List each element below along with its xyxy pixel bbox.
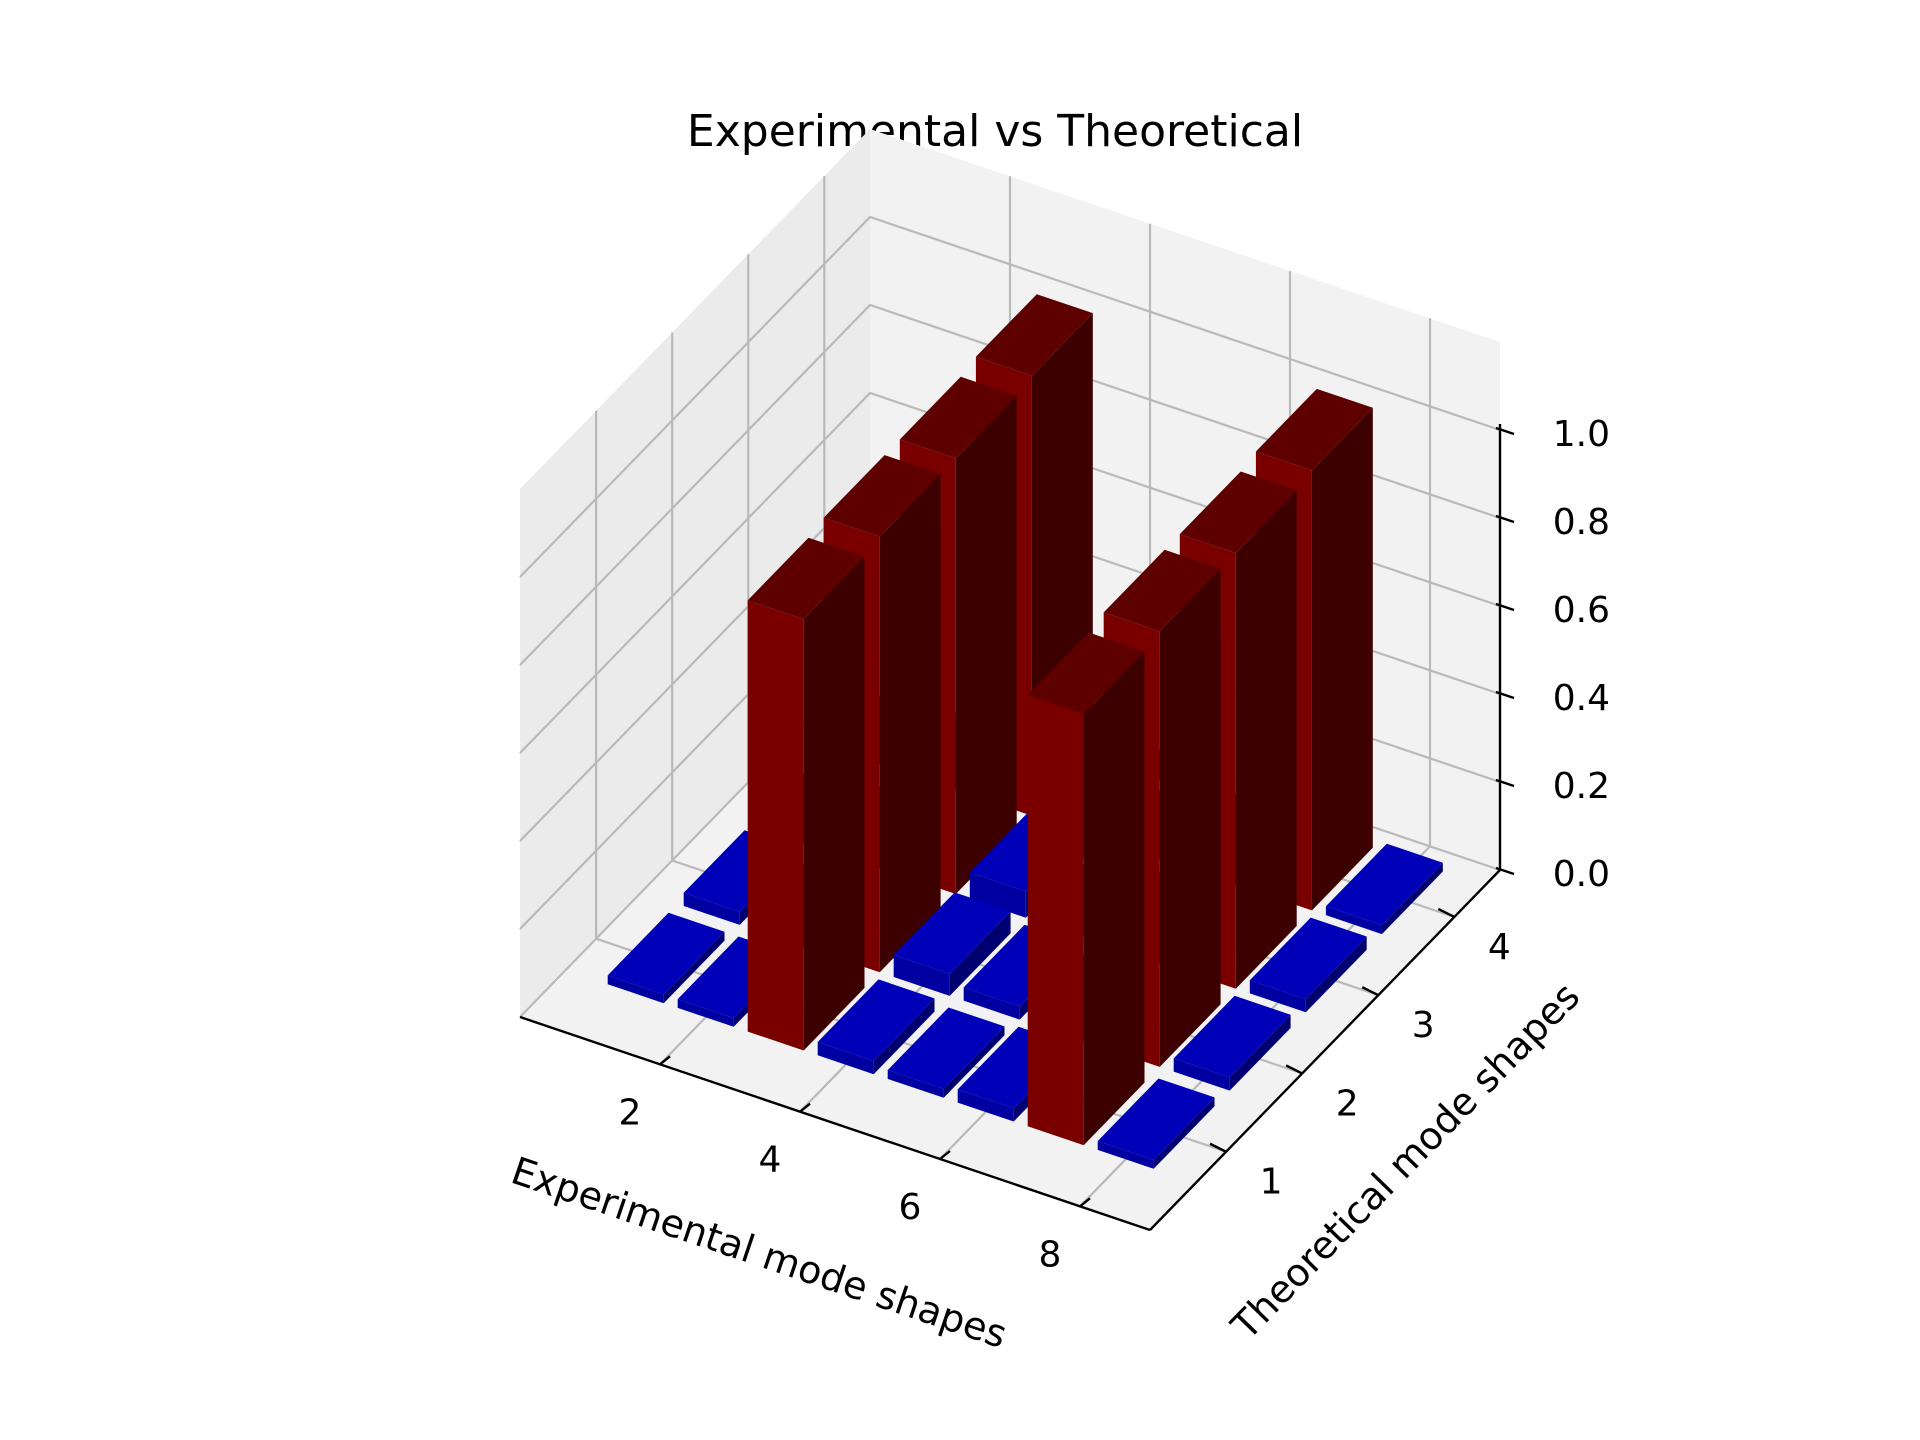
bar-side-face — [1381, 862, 1443, 935]
bar-top-face — [823, 455, 941, 537]
bar — [893, 892, 1011, 996]
axes-lines — [519, 424, 1502, 1232]
bar-top-face — [817, 979, 935, 1061]
bar-front-face — [1249, 980, 1306, 1013]
bar-top-face — [1255, 388, 1373, 471]
z-tick-label: 0.6 — [1553, 590, 1610, 631]
bar-top-face — [899, 376, 1017, 459]
bar — [747, 537, 865, 1051]
bar-front-face — [893, 955, 950, 996]
bar-front-face — [1097, 1141, 1154, 1169]
x-tick-label: 8 — [1039, 1234, 1062, 1275]
y-tick-label: 2 — [1336, 1083, 1359, 1124]
x-axis-line — [519, 1015, 1151, 1232]
bar-front-face — [1173, 1058, 1230, 1091]
x-tick-mark — [799, 1102, 811, 1113]
bar — [1325, 843, 1443, 935]
bar-top-face — [1179, 471, 1297, 554]
x-tick-label: 2 — [619, 1092, 642, 1133]
y-tick-mark — [1209, 1142, 1227, 1153]
bar-side-face — [879, 474, 941, 973]
y-axis-line — [1149, 869, 1501, 1231]
y-tick-mark — [1437, 907, 1455, 919]
bar-side-face — [1159, 568, 1221, 1067]
bar-side-face — [663, 931, 725, 1004]
bar-side-face — [1153, 1097, 1215, 1169]
bar-side-face — [1083, 651, 1145, 1146]
bar-side-face — [873, 998, 935, 1075]
bar — [887, 1007, 1005, 1098]
z-tick-mark — [1495, 426, 1515, 436]
bar-top-face — [975, 294, 1093, 376]
y-tick-label: 3 — [1412, 1005, 1435, 1046]
bar-front-face — [887, 1070, 944, 1098]
chart-title: Experimental vs Theoretical — [687, 106, 1303, 157]
y-tick-label: 1 — [1260, 1162, 1283, 1203]
bar-top-face — [747, 537, 865, 620]
z-tick-mark — [1495, 866, 1515, 876]
tick-labels: 2 4 6 8 1 2 3 4 0.0 0.2 0.4 0.6 0.8 1.0 — [619, 414, 1610, 1275]
bar — [1249, 917, 1367, 1013]
bar-top-face — [1103, 549, 1221, 632]
bar-top-face — [893, 892, 1011, 974]
bar-top-face — [1027, 632, 1145, 714]
y-tick-mark — [1361, 986, 1379, 997]
z-tick-label: 0.0 — [1553, 854, 1610, 895]
bar-front-face — [1027, 695, 1084, 1146]
z-tick-mark — [1495, 514, 1515, 524]
bar-side-face — [955, 395, 1017, 894]
bar-front-face — [963, 987, 1020, 1020]
bar-front-face — [677, 999, 734, 1027]
z-tick-mark — [1495, 602, 1515, 612]
y-tick-label: 4 — [1488, 927, 1511, 968]
bar-side-face — [949, 911, 1011, 996]
bar-front-face — [607, 975, 664, 1004]
z-tick-label: 1.0 — [1553, 414, 1610, 455]
x-tick-mark — [659, 1055, 671, 1066]
bar-front-face — [747, 600, 804, 1051]
bar-side-face — [1305, 936, 1367, 1013]
bar — [1173, 995, 1291, 1091]
z-tick-mark — [1495, 690, 1515, 700]
bar-top-face — [1173, 995, 1291, 1078]
bar-side-face — [943, 1026, 1005, 1098]
bar — [817, 979, 935, 1075]
z-tick-mark — [1495, 778, 1515, 788]
x-tick-label: 4 — [759, 1140, 782, 1181]
bar — [1027, 632, 1145, 1146]
x-tick-mark — [939, 1150, 951, 1160]
bar-side-face — [1311, 407, 1373, 911]
x-tick-label: 6 — [899, 1187, 922, 1228]
bar-side-face — [803, 556, 865, 1051]
bar-top-face — [1097, 1078, 1215, 1160]
bar-front-face — [683, 892, 740, 925]
bar — [607, 912, 725, 1004]
bar-top-face — [887, 1007, 1005, 1089]
x-tick-mark — [1079, 1197, 1091, 1208]
bar-front-face — [969, 872, 1026, 918]
z-tick-label: 0.8 — [1553, 502, 1610, 543]
bar-front-face — [1325, 906, 1382, 935]
z-tick-label: 0.4 — [1553, 678, 1610, 719]
bar — [1097, 1078, 1215, 1169]
z-tick-label: 0.2 — [1553, 766, 1610, 807]
z-gridline — [519, 215, 1501, 578]
y-tick-mark — [1285, 1064, 1303, 1075]
bar-side-face — [1235, 490, 1297, 989]
bar-side-face — [1229, 1014, 1291, 1091]
bar-top-face — [1249, 917, 1367, 1000]
bar-top-face — [607, 912, 725, 995]
bar-group — [607, 294, 1443, 1169]
bar-top-face — [1325, 843, 1443, 926]
bar-front-face — [957, 1089, 1014, 1122]
bar-front-face — [817, 1042, 874, 1075]
